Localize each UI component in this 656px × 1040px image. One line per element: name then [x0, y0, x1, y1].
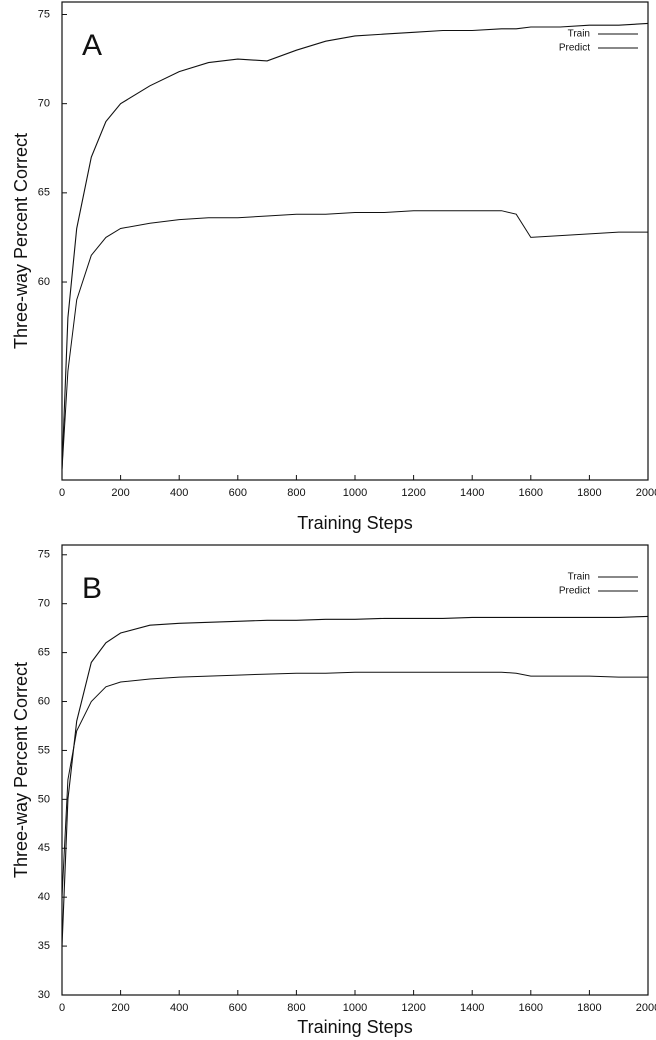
plot-frame — [61, 544, 649, 996]
data-line — [61, 615, 649, 947]
x-tick-label: 0 — [59, 1002, 65, 1014]
x-tick-label: 600 — [229, 1002, 247, 1014]
x-tick-label: 1000 — [343, 1002, 367, 1014]
data-line — [61, 210, 648, 470]
x-tick-label: 0 — [59, 487, 65, 499]
x-tick-label: 1800 — [577, 1002, 601, 1014]
legend-label: Train — [568, 29, 590, 40]
y-tick-label: 70 — [38, 598, 50, 610]
y-tick-label: 45 — [38, 842, 50, 854]
x-tick-label: 1400 — [460, 487, 484, 499]
x-tick-label: 1600 — [519, 1002, 543, 1014]
x-tick-label: 200 — [111, 1002, 129, 1014]
legend-label: Train — [568, 572, 590, 583]
x-tick-label: 200 — [111, 487, 129, 499]
y-tick-label: 30 — [38, 989, 50, 1001]
y-tick-label: 55 — [38, 744, 50, 756]
y-tick-label: 70 — [38, 98, 50, 110]
y-tick-label: 40 — [38, 891, 50, 903]
x-axis-title: Training Steps — [297, 1017, 412, 1037]
x-tick-label: 400 — [170, 1002, 188, 1014]
legend-label: Predict — [559, 43, 590, 54]
data-line — [61, 22, 649, 470]
x-tick-label: 1400 — [460, 1002, 484, 1014]
x-tick-label: 400 — [170, 487, 188, 499]
y-axis-title: Three-way Percent Correct — [11, 133, 31, 349]
y-tick-label: 60 — [38, 695, 50, 707]
y-tick-label: 65 — [38, 187, 50, 199]
y-axis-title: Three-way Percent Correct — [11, 662, 31, 878]
x-tick-label: 1200 — [401, 487, 425, 499]
y-tick-label: 75 — [38, 549, 50, 561]
y-tick-label: 75 — [38, 8, 50, 20]
x-tick-label: 600 — [229, 487, 247, 499]
y-tick-label: 65 — [38, 647, 50, 659]
panel-label: A — [82, 29, 102, 62]
panel-label: B — [82, 572, 102, 605]
plot-frame — [61, 1, 649, 481]
y-tick-label: 60 — [38, 276, 50, 288]
x-tick-label: 1800 — [577, 487, 601, 499]
x-tick-label: 800 — [287, 487, 305, 499]
x-tick-label: 2000 — [636, 487, 656, 499]
x-tick-label: 1200 — [401, 1002, 425, 1014]
data-line — [61, 671, 648, 898]
x-tick-label: 2000 — [636, 1002, 656, 1014]
x-tick-label: 800 — [287, 1002, 305, 1014]
y-tick-label: 35 — [38, 940, 50, 952]
x-axis-title: Training Steps — [297, 513, 412, 533]
x-tick-label: 1600 — [519, 487, 543, 499]
legend-label: Predict — [559, 586, 590, 597]
x-tick-label: 1000 — [343, 487, 367, 499]
y-tick-label: 50 — [38, 793, 50, 805]
